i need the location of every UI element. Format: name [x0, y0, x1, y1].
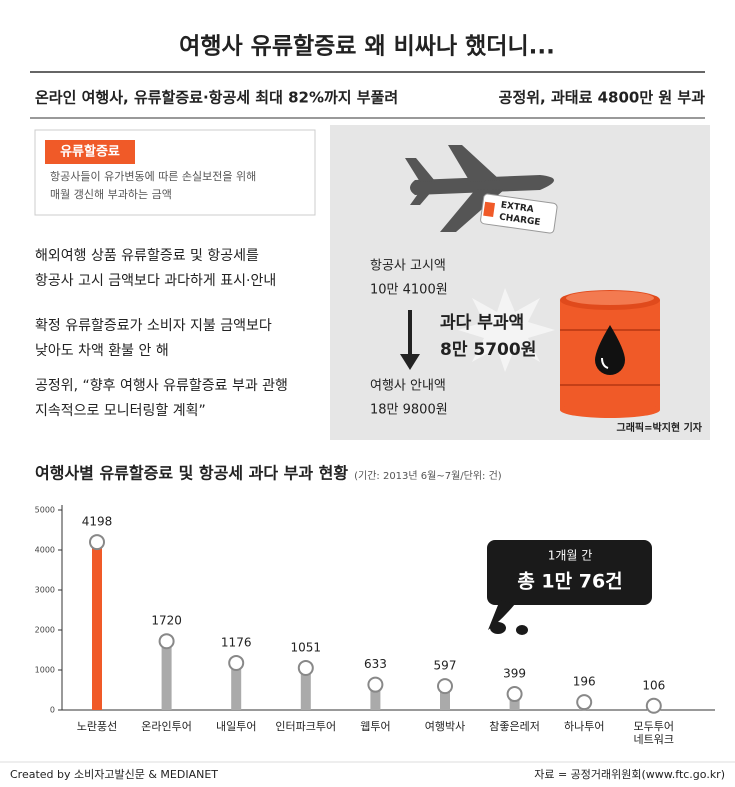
x-tick-label: 하나투어	[564, 719, 604, 733]
value-label: 597	[434, 659, 457, 673]
value-label: 633	[364, 657, 387, 671]
bar	[300, 667, 311, 710]
value-label: 399	[503, 667, 526, 681]
bullet: 해외여행 상품 유류할증료 및 항공세를	[35, 248, 259, 264]
bar-marker	[89, 534, 105, 551]
barrel	[560, 290, 660, 418]
bar-marker	[228, 654, 245, 671]
bullet: 확정 유류할증료가 소비자 지불 금액보다	[35, 318, 272, 334]
y-tick-label: 0	[50, 706, 55, 715]
tag-text: EXTRA	[500, 201, 534, 216]
tag: EXTRA CHARGE	[480, 193, 558, 234]
bar-marker	[437, 678, 453, 695]
excess-amount: 8만 5700원	[440, 340, 536, 360]
bar-marker	[158, 633, 175, 650]
footer: Created by 소비자고발신문 & MEDIANET	[10, 768, 218, 781]
chart-title: 여행사별 유류할증료 및 항공세 과다 부과 현황	[35, 464, 348, 483]
excess-label: 과다 부과액	[440, 313, 524, 333]
value-label: 1720	[151, 614, 182, 628]
value-label: 4198	[82, 515, 113, 529]
x-tick-label: 노란풍선	[77, 720, 117, 733]
y-tick-label: 3000	[35, 586, 55, 595]
subtitle: 온라인 여행사, 유류할증료·항공세 최대 82%까지 부풀려	[35, 89, 398, 107]
bullet: 항공사 고시 금액보다 과다하게 표시·안내	[35, 273, 276, 289]
x-tick-label: 인터파크투어	[275, 720, 336, 733]
x-tick-label: 웹투어	[360, 720, 390, 733]
chart-subtitle: (기간: 2013년 6월~7월/단위: 건)	[354, 469, 502, 482]
x-tick-label: 모두투어 네트워크	[634, 720, 674, 746]
title: 여행사 유류할증료 왜 비싸나 했더니...	[179, 34, 555, 60]
info-text: 항공사들이 유가변동에 따른 손실보전을 위해	[50, 169, 256, 183]
graphic-label: 여행사 안내액	[370, 378, 446, 394]
info-text: 매월 갱신해 부과하는 금액	[50, 187, 172, 201]
callout: 1개월 간 총 1만 76건	[487, 540, 652, 635]
graphic-label: 항공사 고시액	[370, 259, 446, 274]
x-tick-label: 참좋은레저	[489, 720, 540, 733]
y-tick-label: 4000	[35, 546, 55, 555]
graphic-amount: 18만 9800원	[370, 403, 448, 418]
bullet: 공정위, “향후 여행사 유류할증료 부과 관행	[35, 378, 288, 394]
x-tick-label: 온라인투어	[141, 720, 192, 733]
graphic-amount: 10만 4100원	[370, 283, 448, 298]
bar-marker	[506, 686, 523, 703]
y-tick-label: 5000	[35, 506, 55, 515]
info-label: 유류할증료	[60, 144, 120, 160]
bar-marker	[576, 694, 593, 711]
y-tick-label: 2000	[35, 626, 55, 635]
bar	[440, 686, 450, 710]
callout-text: 총 1만 76건	[517, 571, 622, 593]
bullet: 낮아도 차액 환불 안 해	[35, 343, 169, 359]
value-label: 106	[642, 678, 665, 692]
value-label: 196	[573, 675, 596, 689]
y-tick-label: 1000	[35, 666, 55, 675]
bar	[92, 542, 102, 710]
bullet: 지속적으로 모니터링할 계획”	[35, 403, 206, 419]
bar-marker	[367, 676, 384, 693]
subtitle: 공정위, 과태료 4800만 원 부과	[499, 89, 706, 107]
bar	[370, 684, 381, 710]
value-label: 1176	[221, 635, 252, 649]
x-tick-label: 여행박사	[425, 720, 465, 733]
info-label-bg	[45, 140, 135, 164]
value-label: 1051	[291, 640, 322, 654]
callout-text: 1개월 간	[548, 549, 593, 563]
bar-marker	[297, 659, 314, 676]
arrow-head	[400, 354, 420, 370]
credit: 그래픽=박지현 기자	[617, 421, 703, 434]
burst	[458, 288, 555, 372]
plane	[405, 145, 554, 232]
x-tick-label: 내일투어	[216, 719, 256, 733]
bar	[231, 662, 242, 710]
footer: 자료 = 공정거래위원회(www.ftc.go.kr)	[534, 768, 725, 781]
bar	[161, 641, 172, 710]
bar-marker	[645, 697, 662, 714]
